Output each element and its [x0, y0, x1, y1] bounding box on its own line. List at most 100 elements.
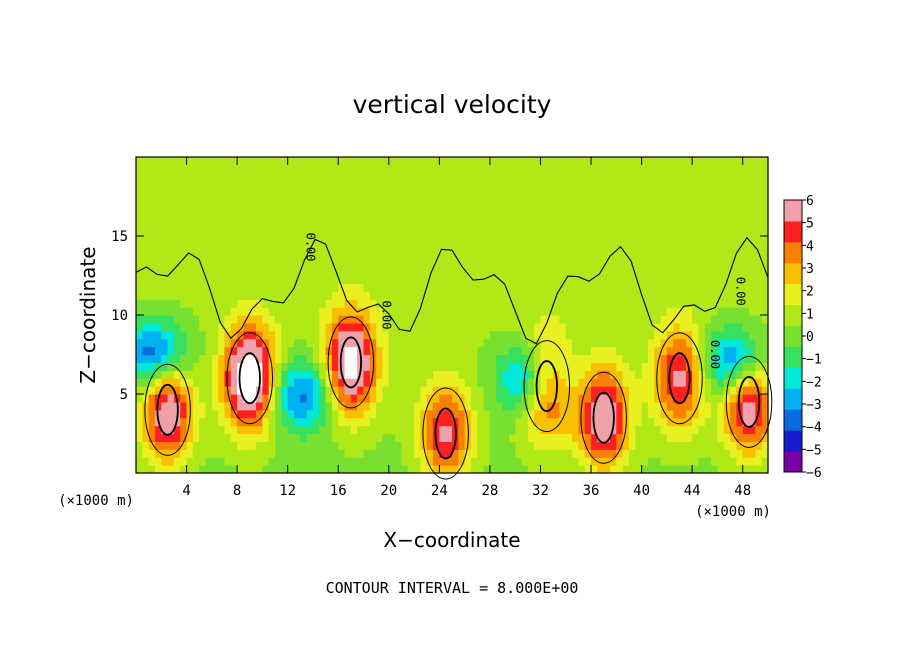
heatmap-cell — [331, 409, 339, 419]
heatmap-cell — [136, 433, 143, 442]
heatmap-cell — [749, 220, 756, 229]
heatmap-cell — [742, 425, 750, 435]
heatmap-cell — [521, 204, 529, 213]
heatmap-cell — [654, 401, 662, 411]
heatmap-cell — [578, 220, 586, 229]
heatmap-cell — [742, 283, 750, 292]
heatmap-cell — [622, 259, 630, 269]
heatmap-cell — [173, 299, 181, 308]
heatmap-cell — [363, 291, 371, 300]
heatmap-cell — [414, 433, 421, 442]
heatmap-cell — [186, 330, 194, 340]
heatmap-cell — [749, 449, 756, 458]
heatmap-cell — [723, 322, 731, 332]
heatmap-cell — [136, 220, 143, 229]
heatmap-cell — [622, 457, 630, 466]
heatmap-cell — [180, 338, 188, 348]
heatmap-cell — [211, 386, 219, 395]
heatmap-cell — [395, 409, 403, 419]
heatmap-cell — [673, 188, 681, 198]
heatmap-cell — [755, 164, 763, 174]
heatmap-cell — [452, 322, 459, 332]
heatmap-cell — [192, 275, 200, 284]
heatmap-cell — [369, 220, 377, 229]
x-tick-label: 16 — [330, 483, 347, 499]
heatmap-cell — [755, 322, 763, 332]
heatmap-cell — [192, 346, 200, 356]
heatmap-cell — [483, 441, 491, 450]
heatmap-cell — [167, 172, 175, 182]
heatmap-cell — [426, 251, 434, 261]
heatmap-cell — [685, 307, 693, 316]
heatmap-cell — [161, 457, 169, 466]
heatmap-cell — [167, 457, 175, 466]
heatmap-cell — [224, 441, 232, 450]
heatmap-cell — [755, 457, 763, 466]
heatmap-cell — [357, 228, 365, 237]
heatmap-cell — [635, 322, 643, 332]
heatmap-cell — [464, 299, 472, 308]
heatmap-cell — [477, 259, 485, 269]
heatmap-cell — [344, 449, 352, 458]
heatmap-cell — [294, 251, 301, 261]
heatmap-cell — [755, 346, 763, 356]
heatmap-cell — [142, 322, 150, 332]
heatmap-cell — [666, 378, 674, 387]
heatmap-cell — [597, 275, 605, 284]
heatmap-cell — [591, 259, 598, 269]
heatmap-cell — [717, 164, 725, 174]
heatmap-cell — [711, 433, 719, 442]
heatmap-cell — [723, 370, 731, 379]
heatmap-cell — [350, 180, 358, 190]
heatmap-cell — [603, 409, 611, 419]
heatmap-cell — [237, 354, 245, 363]
heatmap-cell — [559, 188, 567, 198]
heatmap-cell — [363, 172, 371, 182]
heatmap-cell — [382, 386, 390, 395]
heatmap-cell — [711, 394, 719, 403]
heatmap-cell — [294, 401, 301, 411]
heatmap-cell — [275, 275, 282, 284]
heatmap-cell — [205, 322, 213, 332]
heatmap-cell — [338, 196, 346, 205]
heatmap-cell — [136, 330, 143, 340]
heatmap-cell — [584, 378, 592, 387]
heatmap-cell — [300, 322, 308, 332]
heatmap-cell — [723, 283, 731, 292]
heatmap-cell — [755, 307, 763, 316]
heatmap-cell — [572, 204, 579, 213]
heatmap-cell — [243, 330, 251, 340]
heatmap-cell — [489, 188, 497, 198]
heatmap-cell — [154, 457, 162, 466]
heatmap-cell — [268, 315, 276, 324]
heatmap-cell — [224, 354, 232, 363]
heatmap-cell — [452, 409, 459, 419]
heatmap-cell — [616, 338, 624, 348]
heatmap-cell — [249, 259, 257, 269]
heatmap-cell — [458, 386, 466, 395]
heatmap-cell — [249, 180, 257, 190]
heatmap-cell — [534, 212, 542, 221]
contour-value-label: 0.00 — [379, 301, 393, 330]
heatmap-cell — [287, 291, 295, 300]
heatmap-cell — [565, 457, 573, 466]
heatmap-cell — [224, 259, 232, 269]
heatmap-cell — [407, 417, 415, 427]
heatmap-cell — [635, 354, 643, 363]
heatmap-cell — [616, 180, 624, 190]
heatmap-cell — [755, 188, 763, 198]
heatmap-cell — [527, 204, 535, 213]
heatmap-cell — [515, 449, 523, 458]
heatmap-cell — [414, 243, 421, 253]
heatmap-cell — [445, 330, 453, 340]
heatmap-cell — [300, 259, 308, 269]
heatmap-cell — [730, 259, 737, 269]
heatmap-cell — [300, 378, 308, 387]
heatmap-cell — [256, 212, 263, 221]
heatmap-cell — [154, 465, 162, 474]
heatmap-cell — [578, 259, 586, 269]
heatmap-cell — [502, 299, 510, 308]
heatmap-cell — [673, 425, 681, 435]
heatmap-cell — [711, 196, 719, 205]
heatmap-cell — [294, 243, 301, 253]
